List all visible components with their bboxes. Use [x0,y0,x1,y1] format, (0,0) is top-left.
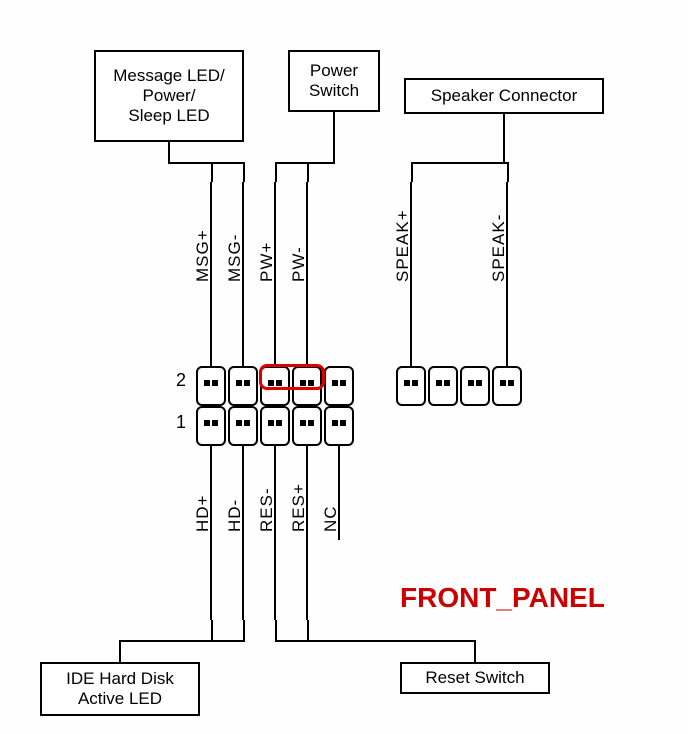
pwr-bracket-v1 [275,162,277,182]
spk-stem [503,114,505,162]
dot-r1-c1-b [212,420,218,426]
pin-r2-c6 [396,366,426,406]
dot-r1-c4-b [308,420,314,426]
dot-r2-c9-a [500,380,506,386]
pin-r1-c2 [228,406,258,446]
res-stem [474,640,476,662]
dot-r1-c5-b [340,420,346,426]
res-bracket-v2 [307,620,309,640]
dot-r2-c1-b [212,380,218,386]
ide-stem [119,640,121,662]
ide-bracket-h [119,640,245,642]
pwr-stem [333,112,335,162]
box-reset-switch: Reset Switch [400,662,550,694]
dot-r1-c5-a [332,420,338,426]
box-ide-hard-disk-led: IDE Hard Disk Active LED [40,662,200,716]
box-power-switch: Power Switch [288,50,380,112]
dot-r2-c7-a [436,380,442,386]
siglabel-top-5: SPEAK+ [393,192,413,282]
dot-r1-c3-b [276,420,282,426]
siglabel-top-8: SPEAK- [489,192,509,282]
dot-r1-c3-a [268,420,274,426]
box-message-led: Message LED/ Power/ Sleep LED [94,50,244,142]
res-bracket-v1 [275,620,277,640]
dot-r1-c2-a [236,420,242,426]
siglabel-bot-4: NC [321,462,341,532]
msg-bracket-v2 [243,162,245,182]
dot-r2-c6-b [412,380,418,386]
siglabel-top-0: MSG+ [193,192,213,282]
msg-stem [168,142,170,162]
spk-bracket-v1 [411,162,413,182]
pwr-bracket-h [275,162,335,164]
dot-r2-c2-a [236,380,242,386]
pin-r2-c1 [196,366,226,406]
msg-bracket-h [168,162,243,164]
dot-r2-c8-a [468,380,474,386]
siglabel-bot-1: HD- [225,462,245,532]
row-label-2: 2 [176,370,186,391]
dot-r2-c7-b [444,380,450,386]
dot-r2-c1-a [204,380,210,386]
highlight-pw-pins [259,364,325,390]
res-bracket-h [275,640,475,642]
dot-r1-c4-a [300,420,306,426]
pin-r1-c5 [324,406,354,446]
dot-r2-c6-a [404,380,410,386]
siglabel-bot-3: RES+ [289,462,309,532]
dot-r2-c8-b [476,380,482,386]
spk-bracket-h [411,162,507,164]
pin-r1-c1 [196,406,226,446]
pin-r1-c4 [292,406,322,446]
siglabel-top-2: PW+ [257,192,277,282]
pin-r2-c8 [460,366,490,406]
spk-bracket-v2 [507,162,509,182]
dot-r1-c2-b [244,420,250,426]
row-label-1: 1 [176,412,186,433]
front-panel-title: FRONT_PANEL [400,582,605,614]
dot-r2-c5-a [332,380,338,386]
box-speaker-connector: Speaker Connector [404,78,604,114]
siglabel-top-3: PW- [289,192,309,282]
dot-r2-c9-b [508,380,514,386]
ide-bracket-v1 [211,620,213,640]
siglabel-bot-0: HD+ [193,462,213,532]
pin-r2-c9 [492,366,522,406]
dot-r2-c5-b [340,380,346,386]
dot-r2-c2-b [244,380,250,386]
pin-r1-c3 [260,406,290,446]
siglabel-top-1: MSG- [225,192,245,282]
ide-bracket-v2 [243,620,245,640]
pin-r2-c5 [324,366,354,406]
pwr-bracket-v2 [307,162,309,182]
msg-bracket-v1 [211,162,213,182]
pin-r2-c7 [428,366,458,406]
siglabel-bot-2: RES- [257,462,277,532]
pin-r2-c2 [228,366,258,406]
dot-r1-c1-a [204,420,210,426]
